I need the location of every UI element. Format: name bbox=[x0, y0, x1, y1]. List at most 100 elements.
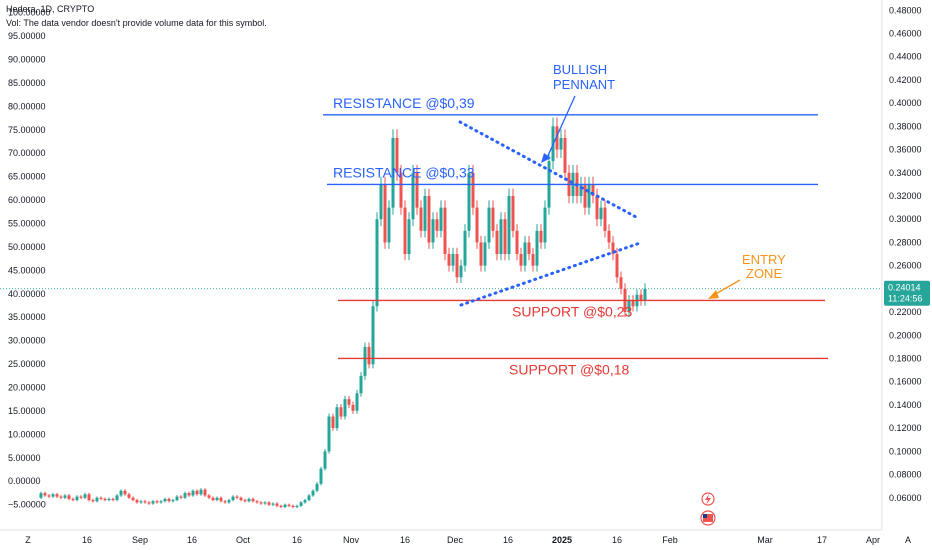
left-axis-tick: 95.00000 bbox=[8, 31, 46, 41]
candle-body bbox=[619, 277, 623, 289]
candle-body bbox=[335, 407, 339, 429]
candle-body bbox=[407, 219, 411, 255]
candle-body bbox=[303, 500, 307, 503]
candle-body bbox=[515, 230, 519, 255]
pennant-arrowhead bbox=[541, 153, 551, 163]
x-axis-label: 16 bbox=[612, 535, 622, 545]
candle-body bbox=[347, 399, 351, 405]
candle-body bbox=[579, 184, 583, 197]
candle-body bbox=[371, 306, 375, 365]
candle-body bbox=[363, 346, 367, 376]
candle-body bbox=[287, 504, 291, 506]
candle-body bbox=[459, 265, 463, 278]
candle-body bbox=[299, 502, 303, 506]
candle-body bbox=[147, 502, 151, 504]
candle-body bbox=[603, 207, 607, 231]
candle-body bbox=[203, 489, 207, 496]
candle-body bbox=[451, 254, 455, 266]
candle-body bbox=[219, 497, 223, 502]
candle-body bbox=[639, 294, 643, 301]
candle-body bbox=[95, 497, 99, 502]
left-axis-tick: 0.00000 bbox=[8, 476, 41, 486]
candle-body bbox=[235, 496, 239, 498]
candle-body bbox=[91, 500, 95, 502]
candle-body bbox=[115, 495, 119, 501]
candle-body bbox=[151, 501, 155, 504]
candle-body bbox=[263, 502, 267, 504]
candle-body bbox=[507, 196, 511, 255]
candle-body bbox=[267, 502, 271, 505]
candle-body bbox=[379, 184, 383, 220]
candle-body bbox=[439, 207, 443, 231]
x-axis-label: Feb bbox=[662, 535, 678, 545]
candle-body bbox=[251, 498, 255, 502]
candle-body bbox=[211, 497, 215, 501]
right-axis-tick: 0.36000 bbox=[889, 145, 922, 155]
candle-body bbox=[315, 483, 319, 491]
candle-body bbox=[483, 242, 487, 266]
candle-body bbox=[123, 490, 127, 495]
candle-body bbox=[383, 184, 387, 243]
x-axis-label: Dec bbox=[447, 535, 464, 545]
candle-body bbox=[163, 498, 167, 502]
candle-body bbox=[167, 498, 171, 502]
pennant-arrow bbox=[545, 95, 576, 161]
right-axis-tick: 0.26000 bbox=[889, 261, 922, 271]
left-axis-tick: −5.00000 bbox=[8, 500, 46, 510]
candle-body bbox=[275, 503, 279, 506]
left-axis-tick: 40.00000 bbox=[8, 289, 46, 299]
candle-body bbox=[187, 493, 191, 496]
candle-body bbox=[67, 495, 71, 499]
candle-body bbox=[443, 207, 447, 255]
candle-body bbox=[207, 495, 211, 498]
candle-body bbox=[591, 184, 595, 197]
candle-body bbox=[79, 496, 83, 498]
candle-body bbox=[435, 219, 439, 231]
candle-body bbox=[403, 207, 407, 255]
candle-body bbox=[563, 137, 567, 173]
pennant-label: BULLISH bbox=[553, 62, 607, 77]
right-axis-tick: 0.14000 bbox=[889, 400, 922, 410]
right-axis-tick: 0.40000 bbox=[889, 98, 922, 108]
candle-body bbox=[503, 219, 507, 255]
candle-body bbox=[527, 242, 531, 255]
candle-body bbox=[179, 496, 183, 498]
pennant-lower-line bbox=[459, 241, 642, 307]
candle-body bbox=[63, 495, 67, 498]
left-axis-tick: 100.00000 bbox=[8, 8, 51, 18]
candle-body bbox=[247, 498, 251, 502]
right-axis-tick: 0.34000 bbox=[889, 168, 922, 178]
candle-body bbox=[195, 490, 199, 495]
candle-body bbox=[51, 494, 55, 497]
left-axis-tick: 90.00000 bbox=[8, 55, 46, 65]
candle-body bbox=[279, 505, 283, 508]
left-axis-tick: 80.00000 bbox=[8, 101, 46, 111]
left-axis-tick: 85.00000 bbox=[8, 78, 46, 88]
candle-body bbox=[587, 184, 591, 208]
candle-body bbox=[531, 254, 535, 266]
candle-body bbox=[539, 230, 543, 243]
price-badge bbox=[884, 280, 930, 306]
candle-body bbox=[631, 300, 635, 307]
candle-body bbox=[499, 219, 503, 255]
left-axis-tick: 75.00000 bbox=[8, 125, 46, 135]
candle-body bbox=[399, 172, 403, 208]
candle-body bbox=[239, 497, 243, 501]
candle-body bbox=[323, 451, 327, 469]
candle-body bbox=[331, 416, 335, 429]
candle-body bbox=[295, 505, 299, 508]
x-axis-label: 16 bbox=[400, 535, 410, 545]
candle-body bbox=[467, 172, 471, 231]
candle-body bbox=[355, 393, 359, 411]
candle-body bbox=[311, 490, 315, 496]
candle-body bbox=[523, 242, 527, 266]
entry-label: ENTRY bbox=[742, 252, 786, 267]
candle-body bbox=[475, 207, 479, 243]
candle-body bbox=[367, 346, 371, 365]
candle-body bbox=[543, 207, 547, 243]
right-axis-tick: 0.18000 bbox=[889, 353, 922, 363]
candle-body bbox=[283, 504, 287, 508]
candle-body bbox=[139, 501, 143, 503]
x-axis-label: Mar bbox=[757, 535, 773, 545]
